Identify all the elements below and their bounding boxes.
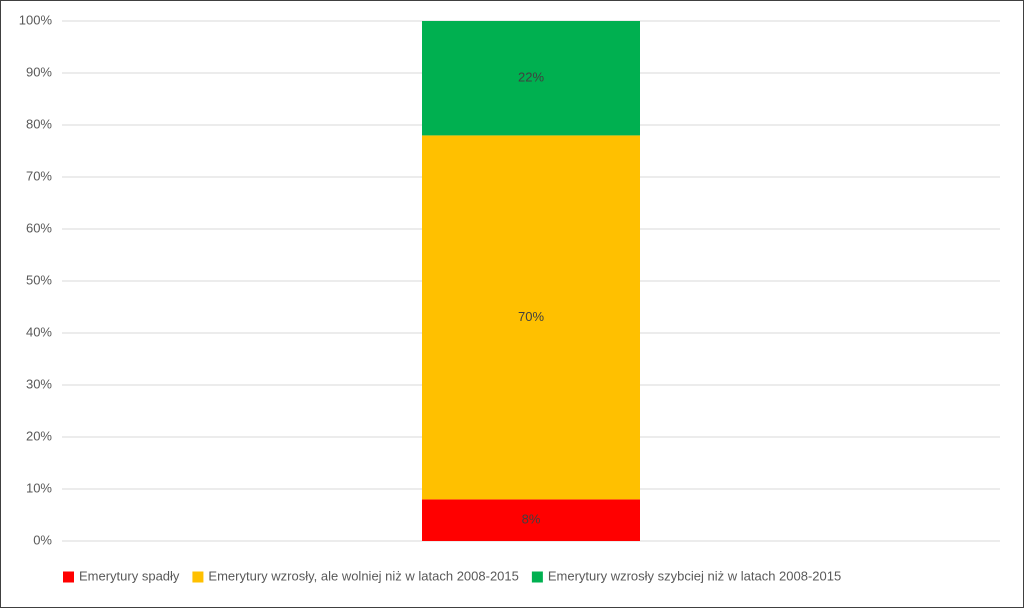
y-tick-label: 70% xyxy=(26,168,52,183)
data-label: 70% xyxy=(518,309,544,324)
bar-segment xyxy=(422,499,640,541)
y-tick-label: 10% xyxy=(26,480,52,495)
y-tick-label: 80% xyxy=(26,116,52,131)
legend-label: Emerytury wzrosły, ale wolniej niż w lat… xyxy=(208,568,518,583)
data-label: 8% xyxy=(522,512,541,527)
y-tick-label: 0% xyxy=(33,532,52,547)
y-tick-label: 100% xyxy=(19,12,53,27)
bar-segment xyxy=(422,21,640,136)
legend-swatch xyxy=(192,571,204,583)
legend-swatch xyxy=(63,571,74,583)
legend-swatch xyxy=(531,571,543,583)
y-tick-label: 60% xyxy=(26,220,52,235)
y-tick-label: 30% xyxy=(26,376,52,391)
y-tick-label: 50% xyxy=(26,272,52,287)
data-label: 22% xyxy=(518,70,544,85)
y-tick-label: 40% xyxy=(26,324,52,339)
y-tick-label: 90% xyxy=(26,64,52,79)
bar-segment xyxy=(422,135,640,500)
y-tick-label: 20% xyxy=(26,428,52,443)
legend-label: Emerytury wzrosły szybciej niż w latach … xyxy=(548,568,841,583)
legend-label: Emerytury spadły xyxy=(79,568,180,583)
